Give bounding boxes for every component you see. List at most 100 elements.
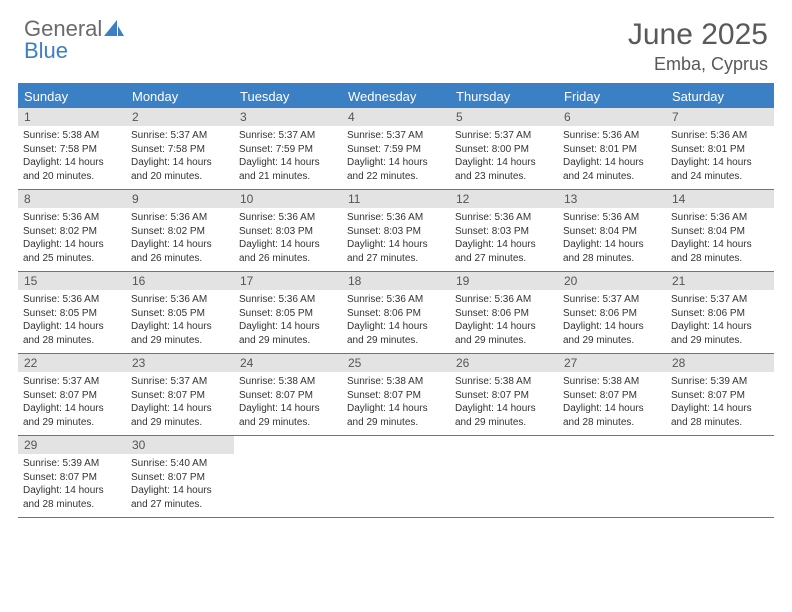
day-cell: . (450, 436, 558, 517)
weekday-label: Wednesday (342, 85, 450, 108)
day-number: 19 (450, 272, 558, 290)
weekday-label: Thursday (450, 85, 558, 108)
day-details: Sunrise: 5:37 AMSunset: 7:59 PMDaylight:… (342, 126, 450, 183)
day-cell: 22Sunrise: 5:37 AMSunset: 8:07 PMDayligh… (18, 354, 126, 435)
day-cell: 15Sunrise: 5:36 AMSunset: 8:05 PMDayligh… (18, 272, 126, 353)
day-number: 22 (18, 354, 126, 372)
day-details: Sunrise: 5:36 AMSunset: 8:05 PMDaylight:… (126, 290, 234, 347)
day-cell: 11Sunrise: 5:36 AMSunset: 8:03 PMDayligh… (342, 190, 450, 271)
day-cell: 6Sunrise: 5:36 AMSunset: 8:01 PMDaylight… (558, 108, 666, 189)
day-details: Sunrise: 5:39 AMSunset: 8:07 PMDaylight:… (666, 372, 774, 429)
day-details: Sunrise: 5:37 AMSunset: 7:58 PMDaylight:… (126, 126, 234, 183)
day-cell: 2Sunrise: 5:37 AMSunset: 7:58 PMDaylight… (126, 108, 234, 189)
week-row: 15Sunrise: 5:36 AMSunset: 8:05 PMDayligh… (18, 272, 774, 354)
location-label: Emba, Cyprus (628, 54, 768, 75)
day-cell: 9Sunrise: 5:36 AMSunset: 8:02 PMDaylight… (126, 190, 234, 271)
day-cell: 27Sunrise: 5:38 AMSunset: 8:07 PMDayligh… (558, 354, 666, 435)
weekday-label: Sunday (18, 85, 126, 108)
day-details: Sunrise: 5:36 AMSunset: 8:04 PMDaylight:… (558, 208, 666, 265)
day-number: 16 (126, 272, 234, 290)
day-number: 11 (342, 190, 450, 208)
day-cell: 4Sunrise: 5:37 AMSunset: 7:59 PMDaylight… (342, 108, 450, 189)
weekday-label: Monday (126, 85, 234, 108)
day-number: 8 (18, 190, 126, 208)
day-cell: 12Sunrise: 5:36 AMSunset: 8:03 PMDayligh… (450, 190, 558, 271)
weekday-label: Tuesday (234, 85, 342, 108)
week-row: 8Sunrise: 5:36 AMSunset: 8:02 PMDaylight… (18, 190, 774, 272)
day-number: 24 (234, 354, 342, 372)
day-cell: 17Sunrise: 5:36 AMSunset: 8:05 PMDayligh… (234, 272, 342, 353)
day-details: Sunrise: 5:37 AMSunset: 8:06 PMDaylight:… (666, 290, 774, 347)
week-row: 22Sunrise: 5:37 AMSunset: 8:07 PMDayligh… (18, 354, 774, 436)
title-block: June 2025 Emba, Cyprus (628, 18, 768, 75)
day-cell: 10Sunrise: 5:36 AMSunset: 8:03 PMDayligh… (234, 190, 342, 271)
day-details: Sunrise: 5:38 AMSunset: 7:58 PMDaylight:… (18, 126, 126, 183)
day-cell: 14Sunrise: 5:36 AMSunset: 8:04 PMDayligh… (666, 190, 774, 271)
day-cell: 24Sunrise: 5:38 AMSunset: 8:07 PMDayligh… (234, 354, 342, 435)
day-details: Sunrise: 5:36 AMSunset: 8:01 PMDaylight:… (666, 126, 774, 183)
day-details: Sunrise: 5:37 AMSunset: 8:07 PMDaylight:… (18, 372, 126, 429)
day-cell: 18Sunrise: 5:36 AMSunset: 8:06 PMDayligh… (342, 272, 450, 353)
day-cell: 20Sunrise: 5:37 AMSunset: 8:06 PMDayligh… (558, 272, 666, 353)
day-number: 13 (558, 190, 666, 208)
day-cell: . (666, 436, 774, 517)
day-details: Sunrise: 5:38 AMSunset: 8:07 PMDaylight:… (558, 372, 666, 429)
month-title: June 2025 (628, 18, 768, 52)
day-number: 10 (234, 190, 342, 208)
day-details: Sunrise: 5:36 AMSunset: 8:03 PMDaylight:… (450, 208, 558, 265)
day-number: 25 (342, 354, 450, 372)
day-cell: 26Sunrise: 5:38 AMSunset: 8:07 PMDayligh… (450, 354, 558, 435)
day-number: 26 (450, 354, 558, 372)
day-number: 4 (342, 108, 450, 126)
day-number: 6 (558, 108, 666, 126)
day-details: Sunrise: 5:37 AMSunset: 7:59 PMDaylight:… (234, 126, 342, 183)
day-details: Sunrise: 5:38 AMSunset: 8:07 PMDaylight:… (342, 372, 450, 429)
week-row: 1Sunrise: 5:38 AMSunset: 7:58 PMDaylight… (18, 108, 774, 190)
day-number: 29 (18, 436, 126, 454)
day-details: Sunrise: 5:36 AMSunset: 8:02 PMDaylight:… (18, 208, 126, 265)
day-number: 15 (18, 272, 126, 290)
day-details: Sunrise: 5:36 AMSunset: 8:05 PMDaylight:… (18, 290, 126, 347)
day-number: 21 (666, 272, 774, 290)
day-cell: 16Sunrise: 5:36 AMSunset: 8:05 PMDayligh… (126, 272, 234, 353)
day-details: Sunrise: 5:36 AMSunset: 8:01 PMDaylight:… (558, 126, 666, 183)
day-number: 2 (126, 108, 234, 126)
day-number: 30 (126, 436, 234, 454)
day-cell: 21Sunrise: 5:37 AMSunset: 8:06 PMDayligh… (666, 272, 774, 353)
day-details: Sunrise: 5:38 AMSunset: 8:07 PMDaylight:… (450, 372, 558, 429)
day-number: 3 (234, 108, 342, 126)
day-cell: . (342, 436, 450, 517)
day-cell: 23Sunrise: 5:37 AMSunset: 8:07 PMDayligh… (126, 354, 234, 435)
day-cell: 25Sunrise: 5:38 AMSunset: 8:07 PMDayligh… (342, 354, 450, 435)
day-cell: 13Sunrise: 5:36 AMSunset: 8:04 PMDayligh… (558, 190, 666, 271)
day-details: Sunrise: 5:40 AMSunset: 8:07 PMDaylight:… (126, 454, 234, 511)
day-details: Sunrise: 5:36 AMSunset: 8:03 PMDaylight:… (234, 208, 342, 265)
day-cell: 19Sunrise: 5:36 AMSunset: 8:06 PMDayligh… (450, 272, 558, 353)
day-number: 12 (450, 190, 558, 208)
page-header: General Blue June 2025 Emba, Cyprus (0, 0, 792, 83)
day-details: Sunrise: 5:37 AMSunset: 8:07 PMDaylight:… (126, 372, 234, 429)
weekday-label: Saturday (666, 85, 774, 108)
brand-logo: General Blue (24, 18, 124, 62)
day-cell: 1Sunrise: 5:38 AMSunset: 7:58 PMDaylight… (18, 108, 126, 189)
day-cell: 5Sunrise: 5:37 AMSunset: 8:00 PMDaylight… (450, 108, 558, 189)
day-cell: 7Sunrise: 5:36 AMSunset: 8:01 PMDaylight… (666, 108, 774, 189)
weekday-label: Friday (558, 85, 666, 108)
day-cell: 29Sunrise: 5:39 AMSunset: 8:07 PMDayligh… (18, 436, 126, 517)
week-row: 29Sunrise: 5:39 AMSunset: 8:07 PMDayligh… (18, 436, 774, 518)
day-cell: . (558, 436, 666, 517)
day-number: 18 (342, 272, 450, 290)
day-details: Sunrise: 5:36 AMSunset: 8:02 PMDaylight:… (126, 208, 234, 265)
day-details: Sunrise: 5:38 AMSunset: 8:07 PMDaylight:… (234, 372, 342, 429)
day-cell: 3Sunrise: 5:37 AMSunset: 7:59 PMDaylight… (234, 108, 342, 189)
calendar-grid: SundayMondayTuesdayWednesdayThursdayFrid… (18, 83, 774, 518)
day-number: 27 (558, 354, 666, 372)
day-number: 20 (558, 272, 666, 290)
day-number: 14 (666, 190, 774, 208)
logo-sail-icon (104, 16, 124, 41)
day-details: Sunrise: 5:36 AMSunset: 8:06 PMDaylight:… (450, 290, 558, 347)
day-details: Sunrise: 5:36 AMSunset: 8:06 PMDaylight:… (342, 290, 450, 347)
day-cell: 28Sunrise: 5:39 AMSunset: 8:07 PMDayligh… (666, 354, 774, 435)
day-number: 1 (18, 108, 126, 126)
day-number: 7 (666, 108, 774, 126)
